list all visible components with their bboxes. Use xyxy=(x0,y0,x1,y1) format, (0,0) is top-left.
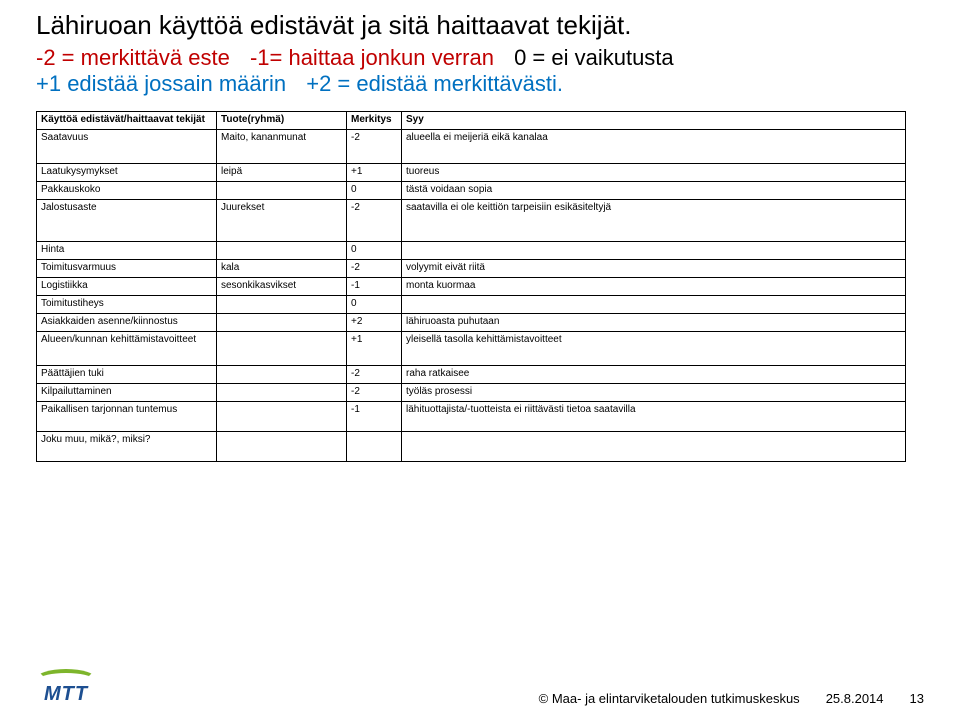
cell-factor: Kilpailuttaminen xyxy=(37,384,217,402)
table-row: Joku muu, mikä?, miksi? xyxy=(37,432,906,462)
cell-score: -2 xyxy=(347,260,402,278)
table-row: Laatukysymykset leipä +1 tuoreus xyxy=(37,164,906,182)
cell-reason: tästä voidaan sopia xyxy=(402,182,906,200)
cell-factor: Alueen/kunnan kehittämistavoitteet xyxy=(37,332,217,366)
cell-factor: Paikallisen tarjonnan tuntemus xyxy=(37,402,217,432)
cell-reason: alueella ei meijeriä eikä kanalaa xyxy=(402,130,906,164)
cell-product: sesonkikasvikset xyxy=(217,278,347,296)
cell-score: -2 xyxy=(347,366,402,384)
cell-score: +1 xyxy=(347,332,402,366)
cell-score: -2 xyxy=(347,384,402,402)
cell-product: Maito, kananmunat xyxy=(217,130,347,164)
cell-factor: Toimitustiheys xyxy=(37,296,217,314)
col-header-reason: Syy xyxy=(402,112,906,130)
legend-neg2: -2 = merkittävä este xyxy=(36,45,230,70)
table-header-row: Käyttöä edistävät/haittaavat tekijät Tuo… xyxy=(37,112,906,130)
cell-reason: volyymit eivät riitä xyxy=(402,260,906,278)
cell-product xyxy=(217,366,347,384)
table-row: Logistiikka sesonkikasvikset -1 monta ku… xyxy=(37,278,906,296)
table-row: Kilpailuttaminen -2 työläs prosessi xyxy=(37,384,906,402)
cell-score: -1 xyxy=(347,278,402,296)
table-row: Pakkauskoko 0 tästä voidaan sopia xyxy=(37,182,906,200)
table-row: Paikallisen tarjonnan tuntemus -1 lähitu… xyxy=(37,402,906,432)
cell-score: -2 xyxy=(347,130,402,164)
cell-reason: saatavilla ei ole keittiön tarpeisiin es… xyxy=(402,200,906,242)
legend-zero: 0 = ei vaikutusta xyxy=(514,45,674,70)
col-header-product: Tuote(ryhmä) xyxy=(217,112,347,130)
cell-product xyxy=(217,384,347,402)
cell-product xyxy=(217,402,347,432)
cell-score: -2 xyxy=(347,200,402,242)
cell-score xyxy=(347,432,402,462)
cell-score: 0 xyxy=(347,182,402,200)
cell-reason: monta kuormaa xyxy=(402,278,906,296)
cell-factor: Päättäjien tuki xyxy=(37,366,217,384)
table-row: Toimitustiheys 0 xyxy=(37,296,906,314)
cell-reason: lähituottajista/-tuotteista ei riittäväs… xyxy=(402,402,906,432)
cell-score: -1 xyxy=(347,402,402,432)
col-header-score: Merkitys xyxy=(347,112,402,130)
table-row: Päättäjien tuki -2 raha ratkaisee xyxy=(37,366,906,384)
cell-factor: Hinta xyxy=(37,242,217,260)
legend-pos2: +2 = edistää merkittävästi. xyxy=(306,71,563,96)
cell-product: Juurekset xyxy=(217,200,347,242)
cell-factor: Saatavuus xyxy=(37,130,217,164)
table-row: Asiakkaiden asenne/kiinnostus +2 lähiruo… xyxy=(37,314,906,332)
footer-date: 25.8.2014 xyxy=(826,691,884,706)
factors-table: Käyttöä edistävät/haittaavat tekijät Tuo… xyxy=(36,111,906,462)
cell-product xyxy=(217,182,347,200)
logo-text: MTT xyxy=(44,683,88,706)
legend-pos1: +1 edistää jossain määrin xyxy=(36,71,286,96)
cell-product: leipä xyxy=(217,164,347,182)
cell-factor: Laatukysymykset xyxy=(37,164,217,182)
table-row: Saatavuus Maito, kananmunat -2 alueella … xyxy=(37,130,906,164)
page-title: Lähiruoan käyttöä edistävät ja sitä hait… xyxy=(36,10,924,41)
cell-factor: Pakkauskoko xyxy=(37,182,217,200)
table-row: Toimitusvarmuus kala -2 volyymit eivät r… xyxy=(37,260,906,278)
cell-factor: Jalostusaste xyxy=(37,200,217,242)
cell-reason xyxy=(402,432,906,462)
table-row: Hinta 0 xyxy=(37,242,906,260)
cell-product xyxy=(217,332,347,366)
cell-product: kala xyxy=(217,260,347,278)
cell-factor: Logistiikka xyxy=(37,278,217,296)
table-row: Jalostusaste Juurekset -2 saatavilla ei … xyxy=(37,200,906,242)
cell-product xyxy=(217,314,347,332)
footer: MTT © Maa- ja elintarviketalouden tutkim… xyxy=(0,669,960,706)
legend-neg1: -1= haittaa jonkun verran xyxy=(250,45,494,70)
cell-reason: yleisellä tasolla kehittämistavoitteet xyxy=(402,332,906,366)
mtt-logo: MTT xyxy=(36,669,96,706)
cell-score: 0 xyxy=(347,296,402,314)
cell-factor: Asiakkaiden asenne/kiinnostus xyxy=(37,314,217,332)
cell-factor: Toimitusvarmuus xyxy=(37,260,217,278)
cell-product xyxy=(217,432,347,462)
cell-reason xyxy=(402,242,906,260)
cell-reason: raha ratkaisee xyxy=(402,366,906,384)
cell-score: 0 xyxy=(347,242,402,260)
table-row: Alueen/kunnan kehittämistavoitteet +1 yl… xyxy=(37,332,906,366)
copyright-text: © Maa- ja elintarviketalouden tutkimuske… xyxy=(539,691,800,706)
cell-product xyxy=(217,296,347,314)
cell-score: +1 xyxy=(347,164,402,182)
footer-right: © Maa- ja elintarviketalouden tutkimuske… xyxy=(539,691,924,706)
cell-reason: tuoreus xyxy=(402,164,906,182)
cell-product xyxy=(217,242,347,260)
footer-page-number: 13 xyxy=(910,691,924,706)
cell-factor: Joku muu, mikä?, miksi? xyxy=(37,432,217,462)
cell-reason xyxy=(402,296,906,314)
cell-reason: lähiruoasta puhutaan xyxy=(402,314,906,332)
cell-score: +2 xyxy=(347,314,402,332)
legend-line-1: -2 = merkittävä este -1= haittaa jonkun … xyxy=(36,45,924,71)
cell-reason: työläs prosessi xyxy=(402,384,906,402)
legend-line-2: +1 edistää jossain määrin +2 = edistää m… xyxy=(36,71,924,97)
col-header-factor: Käyttöä edistävät/haittaavat tekijät xyxy=(37,112,217,130)
